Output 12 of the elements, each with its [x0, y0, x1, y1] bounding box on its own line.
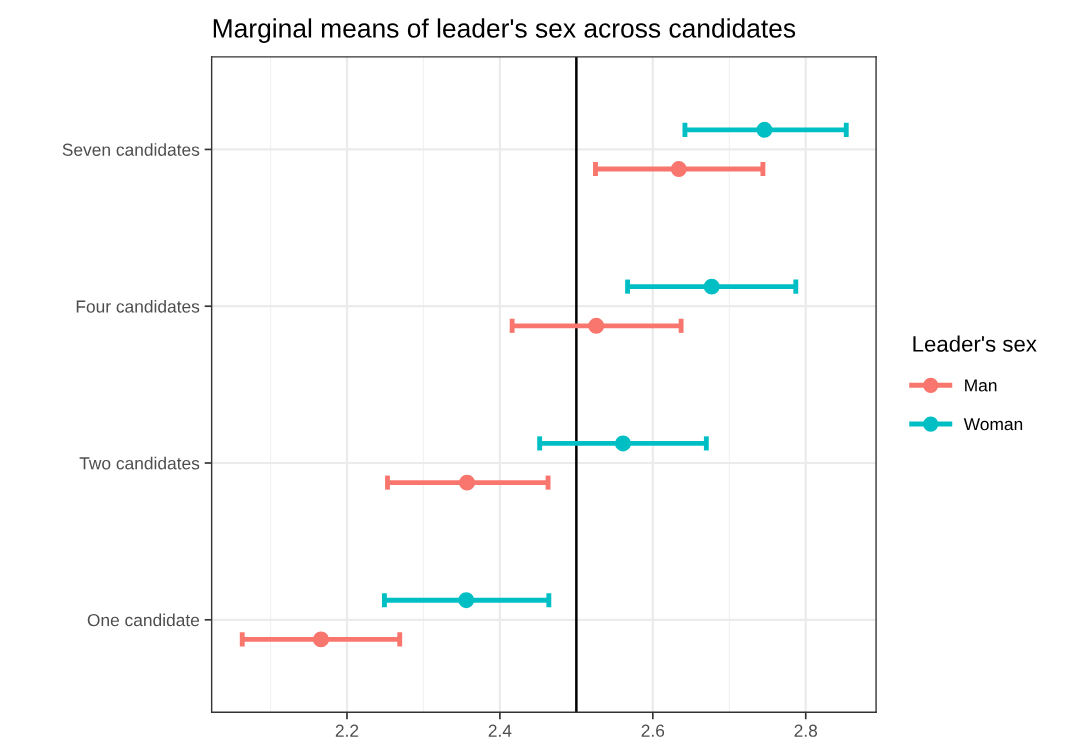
y-tick-label: One candidate — [87, 613, 200, 627]
legend-label: Woman — [963, 418, 1023, 431]
x-tick-label: 2.2 — [335, 724, 359, 737]
y-tick-label: Seven candidates — [62, 143, 200, 156]
legend-label: Man — [965, 379, 997, 392]
legend-title: Leader's sex — [913, 335, 1037, 352]
x-tick-label: 2.4 — [488, 724, 512, 737]
x-tick-label: 2.8 — [794, 724, 818, 737]
chart-title: Marginal means of leader's sex across candidates — [213, 18, 796, 43]
x-tick-label: 2.6 — [641, 724, 665, 737]
y-tick-label: Two candidates — [79, 456, 200, 470]
y-tick-label: Four candidates — [76, 299, 200, 313]
